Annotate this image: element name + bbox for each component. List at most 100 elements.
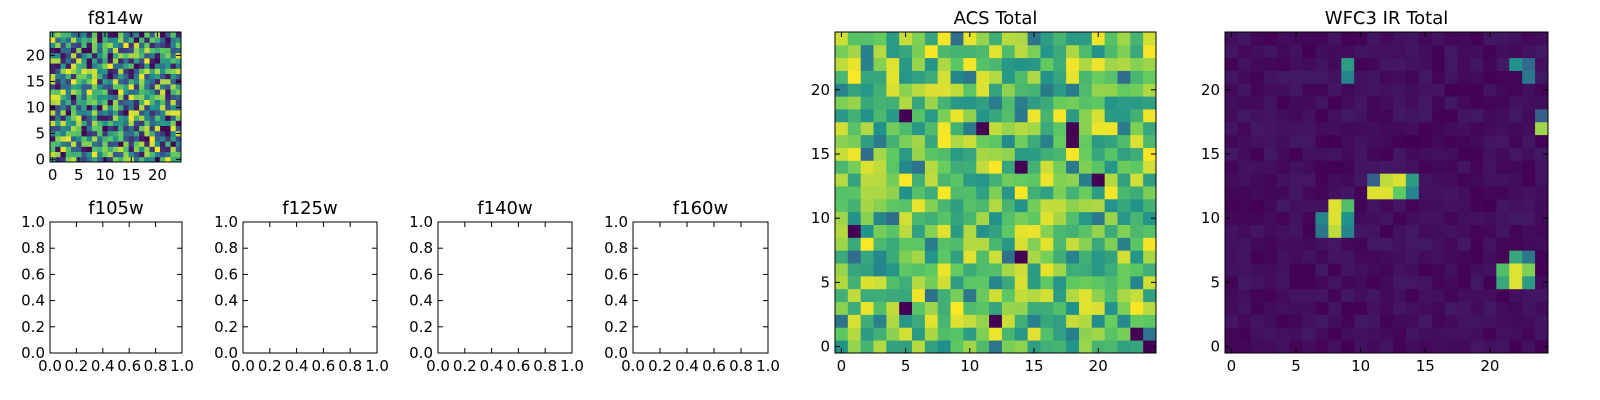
heatmap-cell <box>1522 327 1536 341</box>
heatmap-cell <box>175 47 182 54</box>
heatmap-cell <box>86 110 93 116</box>
heatmap-cell <box>1040 327 1054 341</box>
y-tick-label: 0.6 <box>214 265 238 283</box>
heatmap-cell <box>112 99 119 106</box>
heatmap-cell <box>1104 275 1118 290</box>
heatmap-cell <box>1444 173 1458 187</box>
heatmap-cell <box>1001 224 1016 238</box>
heatmap-cell <box>1392 327 1407 341</box>
heatmap-cell <box>1276 70 1290 84</box>
heatmap-cell <box>1380 57 1394 71</box>
heatmap-cell <box>1066 83 1080 97</box>
heatmap-cell <box>1078 237 1093 251</box>
heatmap-cell <box>1405 147 1420 161</box>
heatmap-cell <box>55 125 61 132</box>
heatmap-cell <box>1014 96 1028 110</box>
heatmap-cell <box>165 151 171 158</box>
heatmap-cell <box>1328 32 1342 46</box>
heatmap-cell <box>175 32 182 38</box>
heatmap-cell <box>1470 83 1484 97</box>
heatmap-cell <box>1250 160 1265 174</box>
heatmap-cell <box>1276 263 1290 277</box>
heatmap-cell <box>886 224 900 238</box>
heatmap-cell <box>912 340 926 354</box>
heatmap-cell <box>1341 134 1355 148</box>
heatmap-cell <box>1535 327 1549 341</box>
heatmap-cell <box>144 146 150 152</box>
y-tick-label: 0.4 <box>214 292 238 310</box>
heatmap-cell <box>963 70 977 84</box>
heatmap-cell <box>963 237 977 251</box>
heatmap-cell <box>976 44 990 59</box>
heatmap-cell <box>1130 198 1144 213</box>
heatmap-cell <box>107 47 114 54</box>
heatmap-cell <box>1001 121 1016 136</box>
y-tick-label: 5 <box>820 273 830 291</box>
heatmap-cell <box>1483 57 1497 71</box>
y-tick-label: 0.0 <box>604 344 628 362</box>
heatmap-cell <box>139 99 145 106</box>
heatmap-cell <box>873 301 887 315</box>
axes-frame-f105w <box>49 221 183 354</box>
heatmap-cell <box>950 198 964 213</box>
heatmap-cell <box>937 173 951 187</box>
heatmap-cell <box>1130 173 1144 187</box>
heatmap-cell <box>1225 211 1239 225</box>
heatmap-cell <box>1027 250 1041 264</box>
heatmap-cell <box>1535 340 1549 354</box>
heatmap-cell <box>149 110 156 116</box>
heatmap-cell <box>950 44 964 59</box>
heatmap-cell <box>1027 340 1041 354</box>
heatmap-cell <box>170 136 177 142</box>
heatmap-cell <box>55 47 61 54</box>
heatmap-cell <box>860 96 874 110</box>
heatmap-cell <box>1380 147 1394 161</box>
heatmap-cell <box>912 250 926 264</box>
heatmap-cell <box>1302 109 1316 123</box>
heatmap-cell <box>924 134 939 148</box>
heatmap-cell <box>963 327 977 341</box>
heatmap-cell <box>1225 57 1239 71</box>
heatmap-cell <box>1276 160 1290 174</box>
heatmap-cell <box>165 156 171 163</box>
heatmap-cell <box>133 63 140 69</box>
heatmap-cell <box>165 99 171 106</box>
heatmap-cell <box>886 32 900 46</box>
heatmap-cell <box>160 125 166 132</box>
heatmap-cell <box>139 141 145 147</box>
heatmap-cell <box>1405 44 1420 59</box>
heatmap-cell <box>1367 147 1381 161</box>
heatmap-cell <box>55 115 61 121</box>
heatmap-cell <box>107 63 114 69</box>
heatmap-cell <box>1354 32 1368 46</box>
heatmap-cell <box>1040 211 1054 225</box>
heatmap-cell <box>1001 83 1016 97</box>
heatmap-cell <box>1328 83 1342 97</box>
heatmap-cell <box>1117 147 1131 161</box>
heatmap-cell <box>950 70 964 84</box>
panel-title: f105w <box>88 198 143 219</box>
heatmap-cell <box>1289 70 1303 84</box>
heatmap-cell <box>1117 301 1131 315</box>
heatmap-cell <box>1053 173 1067 187</box>
heatmap-cell <box>1522 160 1536 174</box>
panel-title: f160w <box>673 198 728 219</box>
heatmap-cell <box>1341 173 1355 187</box>
heatmap-cell <box>1354 121 1368 136</box>
heatmap-cell <box>1078 301 1093 315</box>
heatmap-cell <box>1392 250 1407 264</box>
heatmap-cell <box>1289 250 1303 264</box>
heatmap-cell <box>989 70 1003 84</box>
heatmap-cell <box>1392 237 1407 251</box>
heatmap-cell <box>1367 186 1381 200</box>
heatmap-cell <box>1457 134 1471 148</box>
heatmap-cell <box>128 125 135 132</box>
heatmap-cell <box>1392 314 1407 328</box>
heatmap-cell <box>1522 263 1536 277</box>
heatmap-cell <box>1483 160 1497 174</box>
heatmap-cell <box>912 44 926 59</box>
heatmap-cell <box>97 120 103 126</box>
heatmap-cell <box>1315 57 1329 71</box>
heatmap-cell <box>950 237 964 251</box>
heatmap-cell <box>860 224 874 238</box>
